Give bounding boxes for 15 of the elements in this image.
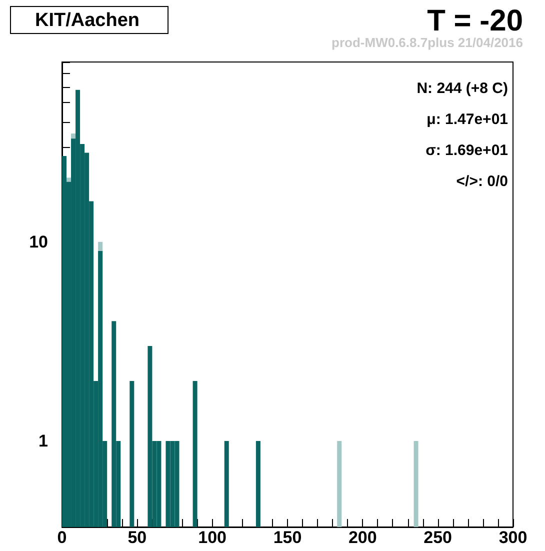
x-tick-label: 300 xyxy=(498,528,528,547)
y-tick-label: 1 xyxy=(38,432,48,451)
annotation: N: 244 (+8 C) xyxy=(416,80,508,97)
x-tick-label: 50 xyxy=(128,528,147,547)
text: KIT/Aachen xyxy=(35,10,140,31)
x-tick-label: 200 xyxy=(348,528,377,547)
chart-title: T = -20 xyxy=(427,4,523,38)
x-tick-label: 250 xyxy=(424,528,452,547)
y-tick-label: 10 xyxy=(29,232,48,252)
x-tick-label: 100 xyxy=(198,528,227,547)
annotation: σ: 1.69e+01 xyxy=(426,142,508,159)
x-tick-label: 0 xyxy=(57,528,67,547)
annotation: </>: 0/0 xyxy=(456,173,508,190)
annotation: μ: 1.47e+01 xyxy=(426,111,508,128)
x-tick-label: 150 xyxy=(273,528,302,547)
